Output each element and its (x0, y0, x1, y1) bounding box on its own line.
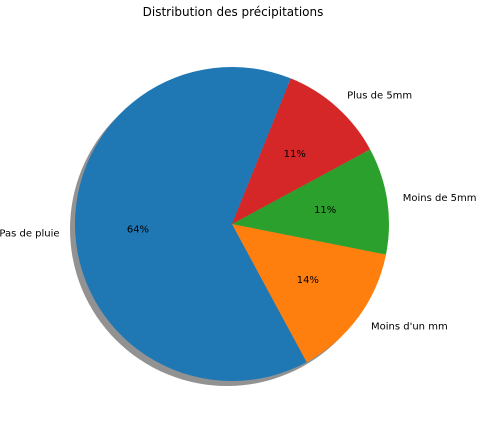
pie-slice-3 (232, 149, 389, 255)
slice-percent-3: 11% (314, 205, 336, 216)
chart-title: Distribution des précipitations (143, 5, 324, 19)
slice-label-1: Pas de pluie (0, 229, 60, 240)
pie-labels: Pas de pluie Moins d'un mm Moins de 5mm Plu… (0, 90, 477, 332)
slice-percent-1: 64% (127, 224, 149, 235)
pie-slice-1 (75, 67, 307, 382)
slice-label-3: Moins de 5mm (403, 193, 477, 204)
pie-percent-labels: 64% 14% 11% 11% (127, 149, 336, 286)
slice-percent-4: 11% (284, 149, 306, 160)
pie-slice-2 (232, 224, 387, 363)
pie-slices (75, 67, 389, 382)
slice-percent-2: 14% (297, 275, 319, 286)
slice-label-2: Moins d'un mm (371, 321, 448, 332)
pie-slice-4 (232, 78, 371, 225)
slice-label-4: Plus de 5mm (347, 90, 412, 101)
